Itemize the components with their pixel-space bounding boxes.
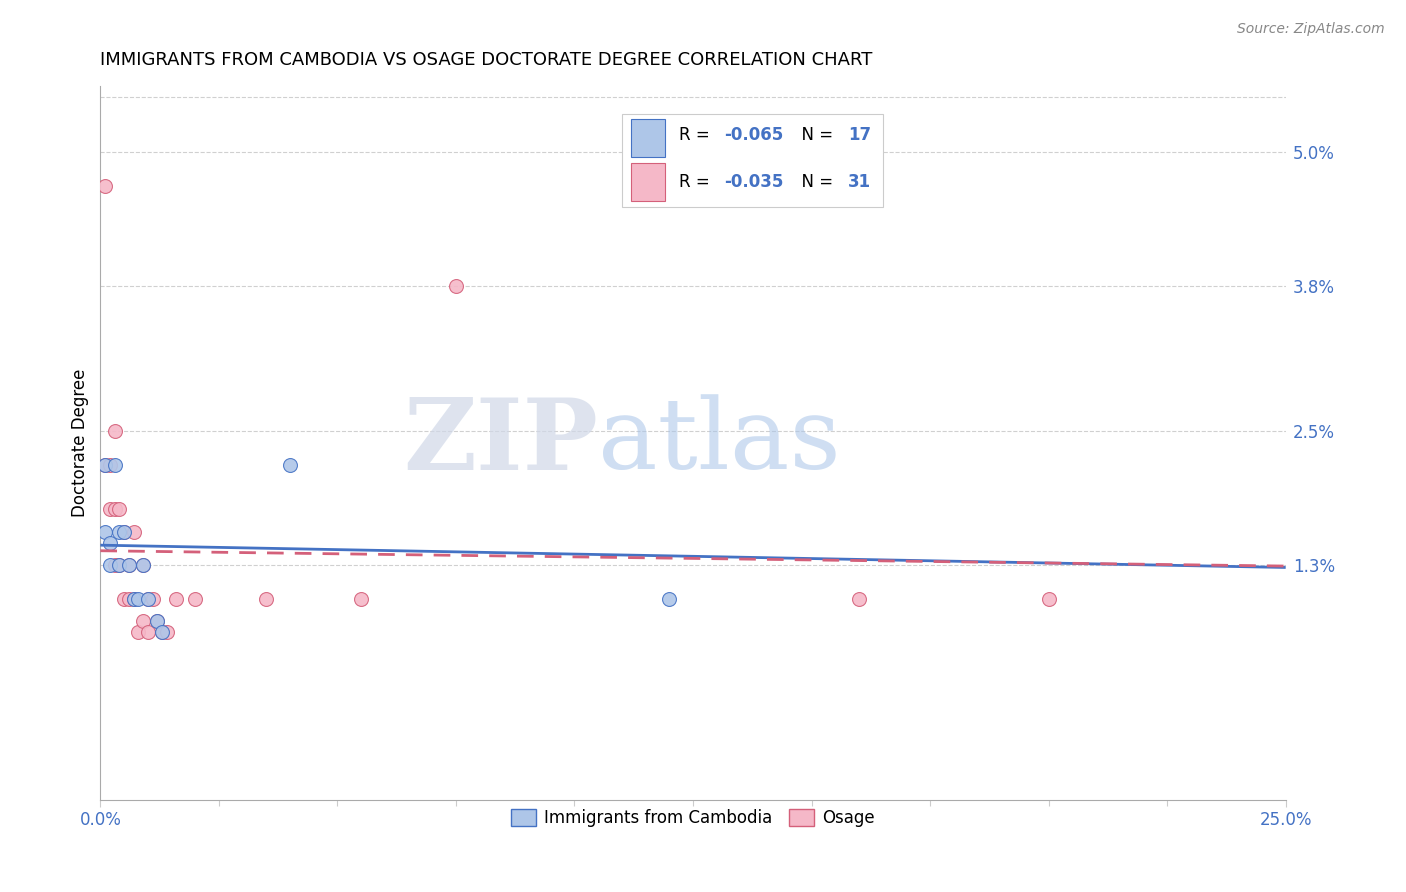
Point	[94, 524, 117, 539]
Point	[150, 625, 173, 640]
Point	[146, 614, 169, 628]
Point	[108, 558, 131, 573]
Point	[98, 558, 121, 573]
Point	[658, 591, 681, 606]
Point	[98, 536, 121, 550]
Text: ZIP: ZIP	[404, 394, 598, 491]
Point	[146, 614, 169, 628]
Point	[136, 625, 159, 640]
Point	[136, 591, 159, 606]
Legend: Immigrants from Cambodia, Osage: Immigrants from Cambodia, Osage	[505, 803, 882, 834]
Y-axis label: Doctorate Degree: Doctorate Degree	[72, 368, 89, 516]
Text: Source: ZipAtlas.com: Source: ZipAtlas.com	[1237, 22, 1385, 37]
Text: 31: 31	[848, 173, 872, 191]
Text: atlas: atlas	[598, 394, 841, 491]
Point	[98, 502, 121, 516]
FancyBboxPatch shape	[631, 119, 665, 157]
Point	[103, 425, 125, 439]
Point	[254, 591, 277, 606]
Point	[112, 591, 135, 606]
Point	[122, 591, 145, 606]
Point	[118, 558, 141, 573]
Text: N =: N =	[792, 127, 839, 145]
Point	[278, 458, 301, 472]
Point	[94, 458, 117, 472]
Text: -0.065: -0.065	[724, 127, 783, 145]
Point	[350, 591, 373, 606]
Point	[141, 591, 163, 606]
FancyBboxPatch shape	[631, 163, 665, 202]
Point	[108, 502, 131, 516]
Point	[94, 458, 117, 472]
Point	[132, 558, 155, 573]
Point	[103, 502, 125, 516]
Text: IMMIGRANTS FROM CAMBODIA VS OSAGE DOCTORATE DEGREE CORRELATION CHART: IMMIGRANTS FROM CAMBODIA VS OSAGE DOCTOR…	[100, 51, 873, 69]
Point	[127, 591, 149, 606]
Point	[108, 558, 131, 573]
Text: N =: N =	[792, 173, 839, 191]
Point	[103, 458, 125, 472]
Point	[848, 591, 870, 606]
Point	[132, 614, 155, 628]
Point	[103, 558, 125, 573]
Point	[127, 625, 149, 640]
Point	[444, 279, 467, 293]
Point	[98, 458, 121, 472]
Point	[184, 591, 207, 606]
Text: 17: 17	[848, 127, 872, 145]
Point	[112, 524, 135, 539]
Point	[112, 524, 135, 539]
Point	[1038, 591, 1060, 606]
Point	[156, 625, 179, 640]
Point	[165, 591, 187, 606]
Text: -0.035: -0.035	[724, 173, 783, 191]
Text: R =: R =	[679, 173, 714, 191]
Point	[122, 524, 145, 539]
Point	[118, 558, 141, 573]
Text: R =: R =	[679, 127, 714, 145]
Point	[132, 558, 155, 573]
Point	[108, 524, 131, 539]
Point	[94, 178, 117, 193]
Point	[118, 591, 141, 606]
Point	[136, 591, 159, 606]
Point	[122, 591, 145, 606]
FancyBboxPatch shape	[621, 114, 883, 207]
Point	[150, 625, 173, 640]
